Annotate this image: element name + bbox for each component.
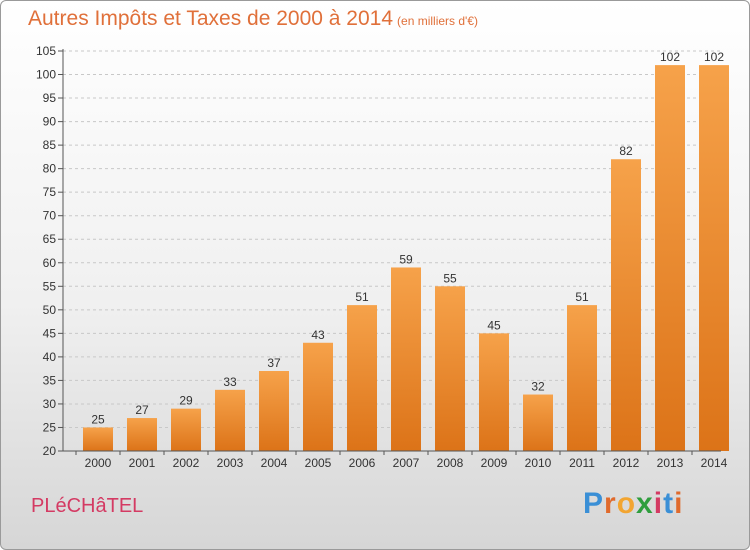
y-tick-label: 50 <box>43 303 57 317</box>
logo-letter: i <box>653 487 664 520</box>
commune-name: PLéCHâTEL <box>31 495 144 517</box>
chart-title: Autres Impôts et Taxes de 2000 à 2014 (en… <box>28 7 478 31</box>
x-tick-label: 2012 <box>613 456 640 470</box>
bar-2013 <box>655 65 685 451</box>
x-tick-label: 2008 <box>437 456 464 470</box>
logo-letter: x <box>636 487 654 520</box>
y-tick-label: 85 <box>43 138 57 152</box>
y-tick-label: 25 <box>43 420 57 434</box>
bar-2007 <box>391 267 421 451</box>
y-tick-label: 35 <box>43 373 57 387</box>
bar-value-label: 55 <box>443 271 457 285</box>
y-tick-label: 40 <box>43 350 57 364</box>
y-tick-label: 105 <box>36 44 56 58</box>
x-tick-label: 2006 <box>349 456 376 470</box>
bar-2005 <box>303 342 333 451</box>
y-tick-label: 95 <box>43 91 57 105</box>
x-tick-label: 2014 <box>701 456 728 470</box>
bar-value-label: 43 <box>311 328 325 342</box>
logo-letter: t <box>663 487 675 520</box>
bar-2011 <box>567 305 597 451</box>
logo-letter: r <box>604 487 617 520</box>
chart-subtitle: (en milliers d'€) <box>397 14 479 28</box>
x-tick-label: 2000 <box>85 456 112 470</box>
bar-2014 <box>699 65 729 451</box>
bar-value-label: 51 <box>575 290 589 304</box>
y-tick-label: 20 <box>43 444 57 458</box>
y-tick-label: 60 <box>43 256 57 270</box>
bar-2004 <box>259 371 289 451</box>
bar-value-label: 37 <box>267 356 281 370</box>
bar-value-label: 51 <box>355 290 369 304</box>
proxiti-logo: Proxiti <box>583 487 683 521</box>
logo-letter: o <box>616 487 637 520</box>
bar-value-label: 59 <box>399 252 413 266</box>
bar-value-label: 82 <box>619 144 633 158</box>
x-tick-label: 2002 <box>173 456 200 470</box>
bars: 25 27 29 33 37 43 51 59 55 45 32 51 82 102 102 <box>83 50 729 451</box>
bar-2006 <box>347 305 377 451</box>
bar-value-label: 102 <box>660 50 680 64</box>
y-tick-label: 70 <box>43 209 57 223</box>
bar-2010 <box>523 394 553 451</box>
logo-letter: i <box>674 487 684 520</box>
x-tick-label: 2001 <box>129 456 156 470</box>
bar-2003 <box>215 389 245 451</box>
bar-value-label: 102 <box>704 50 724 64</box>
bar-value-label: 29 <box>179 394 193 408</box>
x-tick-label: 2003 <box>217 456 244 470</box>
bar-value-label: 27 <box>135 403 149 417</box>
y-tick-label: 30 <box>43 397 57 411</box>
bar-2002 <box>171 408 201 451</box>
x-tick-label: 2007 <box>393 456 420 470</box>
bar-2000 <box>83 427 113 451</box>
bar-value-label: 33 <box>223 375 237 389</box>
bar-value-label: 25 <box>91 412 105 426</box>
x-tick-label: 2004 <box>261 456 288 470</box>
x-tick-label: 2009 <box>481 456 508 470</box>
y-tick-label: 75 <box>43 185 57 199</box>
x-tick-label: 2013 <box>657 456 684 470</box>
bar-2008 <box>435 286 465 451</box>
y-tick-label: 65 <box>43 232 57 246</box>
y-tick-label: 80 <box>43 162 57 176</box>
bar-2012 <box>611 159 641 451</box>
x-tick-label: 2005 <box>305 456 332 470</box>
y-tick-label: 90 <box>43 115 57 129</box>
bar-2001 <box>127 418 157 451</box>
chart-title-text: Autres Impôts et Taxes de 2000 à 2014 <box>28 7 394 30</box>
bar-2009 <box>479 333 509 451</box>
axes: 20 25 30 35 40 45 50 55 60 65 70 75 80 85 90 95 100 105 20… <box>36 44 728 470</box>
bar-value-label: 45 <box>487 318 501 332</box>
y-tick-label: 100 <box>36 68 56 82</box>
y-tick-label: 55 <box>43 279 57 293</box>
y-tick-label: 45 <box>43 326 57 340</box>
bar-value-label: 32 <box>531 380 545 394</box>
x-tick-label: 2010 <box>525 456 552 470</box>
x-tick-label: 2011 <box>569 456 595 470</box>
logo-letter: P <box>583 487 605 520</box>
